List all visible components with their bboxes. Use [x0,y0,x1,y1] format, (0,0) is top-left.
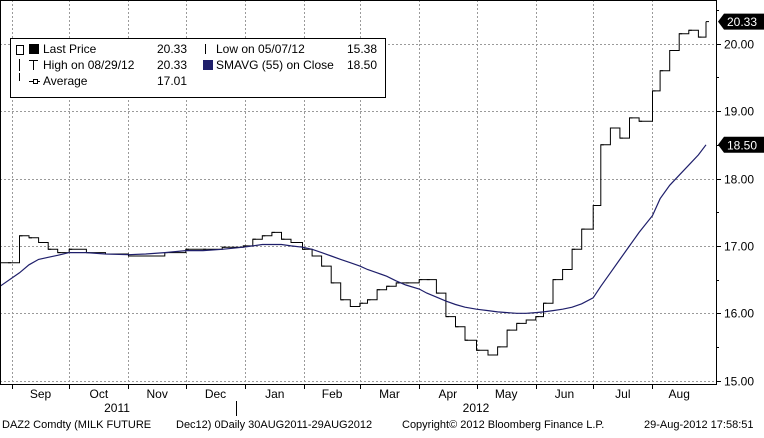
x-tick-label: Nov [146,387,167,401]
y-tick-label: 18.00 [724,173,754,187]
high-label: High on 08/29/12 [43,58,135,72]
average-value: 17.01 [156,74,187,88]
x-tick-label: Sep [30,387,52,401]
year-label: 2012 [463,401,490,415]
x-tick-label: Aug [669,387,690,401]
series-line-smavg [0,144,707,314]
y-tick-label: 15.00 [724,375,754,389]
low-marker-icon [205,44,206,54]
last-price-value: 20.33 [156,42,187,56]
footer-timestamp: 29-Aug-2012 17:58:51 [644,419,754,431]
chart-footer: DAZ2 Comdty (MILK FUTURE Dec12) 0Daily 3… [0,417,764,433]
low-label: Low on 05/07/12 [216,42,305,56]
y-tick-label: 17.00 [724,240,754,254]
footer-copyright: Copyright© 2012 Bloomberg Finance L.P. [402,419,605,431]
x-tick-label: Jun [555,387,574,401]
average-label: Average [43,74,88,88]
x-tick-label: Apr [438,387,457,401]
year-label: 2011 [104,401,130,415]
legend-row-high: High on 08/29/12 20.33 SMAVG (55) on Clo… [11,57,383,73]
y-tick-label: 20.00 [724,38,754,52]
x-tick-label: May [495,387,518,401]
smavg-value: 18.50 [346,58,377,72]
x-tick-label: Jan [265,387,284,401]
low-value: 15.38 [346,42,377,56]
footer-ticker: DAZ2 Comdty (MILK FUTURE [2,419,152,431]
last-value-tag: 18.50 [718,136,764,153]
x-tick-label: Dec [205,387,226,401]
chart-legend: Last Price 20.33 Low on 05/07/12 15.38 H… [10,38,386,98]
x-tick-label: Oct [89,387,108,401]
footer-contract: Dec12) 0Daily 30AUG2011-29AUG2012 [176,419,373,431]
plot-frame [0,0,717,385]
last-value-tag-label: 18.50 [727,138,757,152]
last-price-swatch-icon [29,44,39,54]
last-price-label: Last Price [43,42,97,56]
last-value-tag-label: 20.33 [727,15,757,29]
last-value-tag: 20.33 [718,13,764,30]
legend-row-average: Average 17.01 [11,73,383,89]
y-tick-label: 16.00 [724,307,754,321]
average-marker-icon [33,79,38,84]
x-tick-label: Jul [615,387,630,401]
tree-line-end-icon [19,73,20,81]
legend-row-last-price: Last Price 20.33 Low on 05/07/12 15.38 [11,41,383,57]
y-tick-label: 19.00 [724,105,754,119]
collapse-box-icon[interactable] [16,45,24,55]
x-tick-label: Mar [379,387,400,401]
x-tick-label: Feb [322,387,343,401]
high-value: 20.33 [156,58,187,72]
smavg-swatch-icon [203,60,213,70]
last-value-tag-bg [718,13,764,30]
tree-line-icon [19,59,20,71]
smavg-label: SMAVG (55) on Close [216,58,334,72]
high-marker-stem-icon [33,60,34,70]
last-value-tag-bg [718,136,764,153]
